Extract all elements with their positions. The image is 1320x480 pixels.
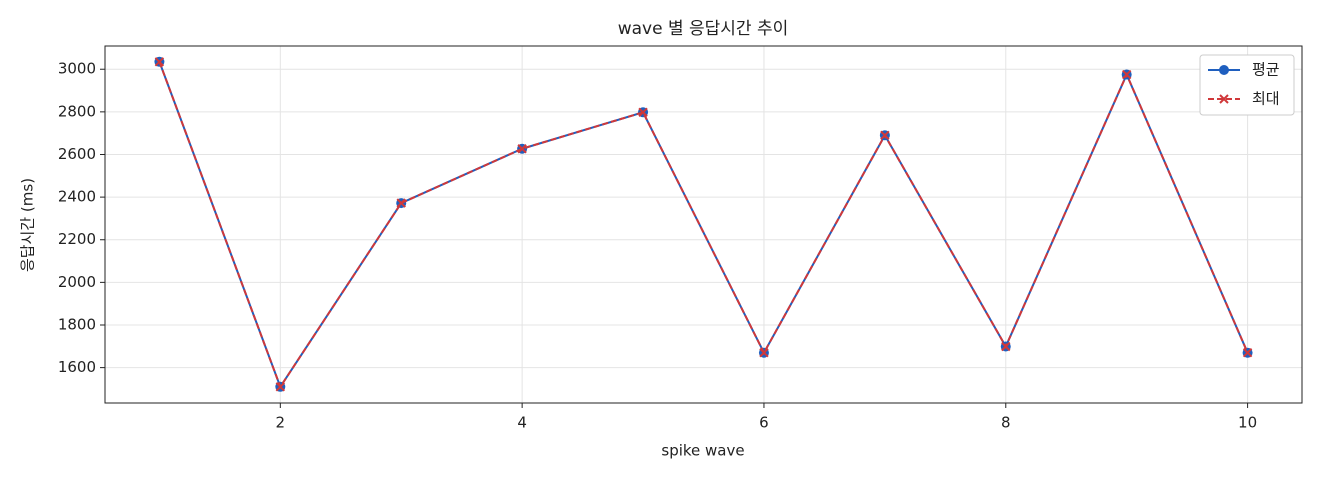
x-tick-label: 4	[517, 414, 527, 432]
marker-x	[1242, 347, 1253, 358]
marker	[1121, 69, 1132, 80]
y-tick-label: 2800	[58, 102, 96, 120]
series-line	[158, 61, 1249, 389]
x-tick-label: 2	[276, 414, 286, 432]
marker-x	[396, 198, 406, 208]
legend-label: 평균	[1252, 61, 1280, 79]
marker	[517, 144, 527, 154]
x-tick-label: 6	[759, 414, 769, 432]
marker-x	[517, 144, 527, 154]
y-tick-label: 2200	[58, 230, 96, 248]
legend-label: 최대	[1252, 90, 1280, 108]
marker-x	[638, 107, 648, 117]
marker-x	[1219, 94, 1229, 104]
marker	[275, 382, 286, 392]
x-tick-label: 8	[1001, 414, 1011, 432]
marker	[1219, 65, 1229, 75]
y-tick-label: 1800	[58, 315, 96, 333]
x-axis-label: spike wave	[661, 442, 744, 460]
marker	[1219, 94, 1229, 104]
marker-x	[275, 382, 286, 392]
marker-x	[759, 347, 769, 358]
legend-box	[1199, 54, 1295, 116]
marker	[880, 130, 890, 141]
y-axis-label: 응답시간 (ms)	[19, 178, 37, 272]
marker	[638, 107, 648, 117]
chart-title: wave 별 응답시간 추이	[618, 19, 789, 39]
marker	[1242, 347, 1253, 358]
y-tick-label: 3000	[58, 60, 96, 78]
y-tick-label: 2000	[58, 273, 96, 291]
marker	[1001, 341, 1011, 352]
y-tick-label: 2600	[58, 145, 96, 163]
marker-x	[880, 130, 890, 141]
y-tick-label: 1600	[58, 358, 96, 376]
marker-x	[1121, 69, 1132, 80]
marker	[154, 57, 165, 67]
x-tick-label: 10	[1238, 414, 1257, 432]
marker	[759, 347, 769, 358]
marker-x	[154, 57, 165, 67]
y-tick-label: 2400	[58, 188, 96, 206]
marker-x	[1001, 341, 1011, 352]
series-line	[158, 61, 1249, 389]
marker	[396, 198, 406, 208]
plot-frame	[104, 45, 1303, 404]
